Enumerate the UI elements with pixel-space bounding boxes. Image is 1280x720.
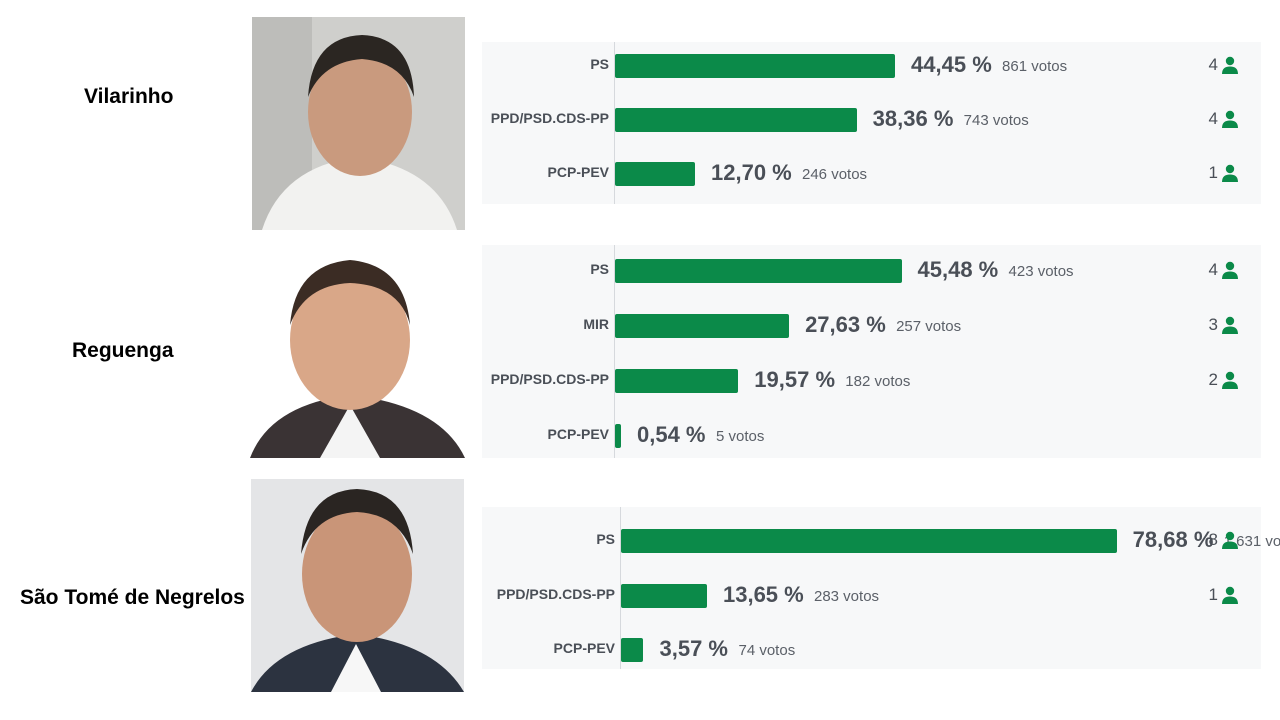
votes-label: 743 votos [963, 112, 1029, 129]
percent-label: 0,54 % [637, 422, 706, 447]
votes-label: 246 votos [802, 166, 868, 183]
result-row: PPD/PSD.CDS-PP 38,36 % 743 votos 4 [482, 106, 1261, 132]
percent-label: 13,65 % [722, 582, 804, 607]
result-row: PCP-PEV 3,57 % 74 votos [482, 636, 1261, 662]
result-row: PS 78,68 % 1.631 votos 8 [482, 527, 1280, 553]
party-label: MIR [583, 316, 609, 332]
percent-label: 12,70 % [711, 160, 792, 185]
seat-count-number: 4 [1208, 260, 1218, 279]
seat-count: 8 [1209, 530, 1239, 550]
votes-label: 5 votos [716, 428, 765, 445]
party-label: PCP-PEV [553, 640, 615, 656]
candidate-photo-vilarinho [252, 17, 465, 230]
seat-count: 2 [1209, 370, 1239, 390]
seat-count: 4 [1209, 109, 1239, 129]
result-row: PPD/PSD.CDS-PP 19,57 % 182 votos 2 [482, 367, 1261, 393]
percent-label: 38,36 % [872, 106, 954, 131]
person-icon [1222, 316, 1238, 334]
result-row: MIR 27,63 % 257 votos 3 [482, 312, 1261, 338]
seat-count-number: 4 [1208, 109, 1218, 128]
axis-line [614, 42, 615, 204]
result-row: PCP-PEV 12,70 % 246 votos 1 [482, 160, 1261, 186]
percent-label: 3,57 % [659, 636, 728, 661]
percent-label: 44,45 % [911, 52, 992, 77]
seat-count-number: 8 [1208, 530, 1218, 549]
seat-count: 1 [1209, 585, 1239, 605]
results-panel-sao-tome-de-negrelos: PS 78,68 % 1.631 votos 8 PPD/PSD.CDS-PP 13,65… [482, 507, 1280, 669]
result-row: PS 45,48 % 423 votos 4 [482, 257, 1261, 283]
votes-label: 257 votos [896, 318, 962, 335]
seat-count: 4 [1209, 55, 1239, 75]
result-row: PPD/PSD.CDS-PP 13,65 % 283 votos 1 [482, 582, 1261, 608]
result-bar [615, 424, 621, 448]
party-label: PS [590, 56, 609, 72]
result-row: PS 44,45 % 861 votos 4 [482, 52, 1261, 78]
parish-name-reguenga: Reguenga [72, 339, 174, 362]
percent-label: 78,68 % [1132, 527, 1214, 552]
seat-count-number: 4 [1208, 55, 1218, 74]
candidate-photo-sao-tome-de-negrelos [251, 479, 464, 692]
votes-label: 182 votos [845, 373, 911, 390]
parish-name-vilarinho: Vilarinho [84, 85, 174, 108]
result-bar [615, 162, 695, 186]
result-bar [621, 529, 1117, 553]
results-panel-reguenga: PS 45,48 % 423 votos 4 MIR 27,63 % 257 votos 3 P… [482, 245, 1261, 458]
votes-label: 283 votos [813, 588, 880, 605]
person-icon [1222, 586, 1238, 604]
axis-line [620, 507, 621, 669]
seat-count: 1 [1209, 163, 1239, 183]
candidate-photo-reguenga [250, 245, 465, 458]
person-icon [1222, 261, 1238, 279]
votes-label: 861 votos [1002, 58, 1068, 75]
votes-label: 74 votos [738, 642, 796, 659]
result-bar [621, 638, 644, 662]
party-label: PPD/PSD.CDS-PP [490, 371, 609, 387]
votes-label: 1.631 votos [1223, 533, 1280, 550]
person-icon [1222, 110, 1238, 128]
party-label: PPD/PSD.CDS-PP [496, 586, 615, 602]
seat-count-number: 1 [1208, 163, 1218, 182]
party-label: PS [590, 261, 609, 277]
result-row: PCP-PEV 0,54 % 5 votos [482, 422, 1261, 448]
party-label: PCP-PEV [547, 426, 609, 442]
person-icon [1222, 371, 1238, 389]
result-bar [615, 54, 896, 78]
votes-label: 423 votos [1008, 263, 1074, 280]
result-bar [615, 259, 902, 283]
percent-label: 19,57 % [754, 367, 836, 392]
result-bar [615, 108, 857, 132]
seat-count: 4 [1209, 260, 1239, 280]
seat-count-number: 3 [1208, 315, 1218, 334]
seat-count-number: 2 [1208, 370, 1218, 389]
parish-name-sao-tome-de-negrelos: São Tomé de Negrelos [20, 586, 245, 609]
result-bar [615, 369, 739, 393]
axis-line [614, 245, 615, 458]
percent-label: 45,48 % [917, 257, 999, 282]
result-bar [621, 584, 707, 608]
party-label: PS [596, 531, 615, 547]
person-icon [1222, 56, 1238, 74]
seat-count: 3 [1209, 315, 1239, 335]
result-bar [615, 314, 790, 338]
person-icon [1222, 164, 1238, 182]
seat-count-number: 1 [1208, 585, 1218, 604]
percent-label: 27,63 % [805, 312, 886, 337]
party-label: PPD/PSD.CDS-PP [490, 110, 609, 126]
person-icon [1222, 531, 1238, 549]
results-panel-vilarinho: PS 44,45 % 861 votos 4 PPD/PSD.CDS-PP 38,36 %… [482, 42, 1261, 204]
party-label: PCP-PEV [547, 164, 609, 180]
